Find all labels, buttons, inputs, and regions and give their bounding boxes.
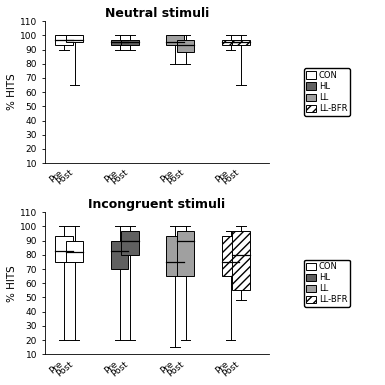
Y-axis label: % HITS: % HITS	[7, 265, 17, 301]
Bar	[55, 35, 73, 45]
Legend: CON, HL, LL, LL-BFR: CON, HL, LL, LL-BFR	[304, 69, 350, 116]
Bar	[222, 236, 239, 276]
Bar	[232, 40, 250, 45]
Legend: CON, HL, LL, LL-BFR: CON, HL, LL, LL-BFR	[304, 259, 350, 307]
Bar	[177, 231, 194, 276]
Title: Incongruent stimuli: Incongruent stimuli	[88, 198, 225, 211]
Bar	[66, 35, 84, 42]
Bar	[55, 236, 73, 262]
Bar	[121, 231, 139, 255]
Bar	[110, 241, 129, 269]
Bar	[66, 241, 84, 262]
Bar	[166, 35, 184, 45]
Bar	[232, 231, 250, 290]
Bar	[166, 236, 184, 276]
Bar	[222, 40, 239, 45]
Y-axis label: % HITS: % HITS	[7, 74, 17, 110]
Bar	[110, 40, 129, 45]
Title: Neutral stimuli: Neutral stimuli	[105, 7, 209, 20]
Bar	[121, 40, 139, 45]
Bar	[177, 40, 194, 52]
